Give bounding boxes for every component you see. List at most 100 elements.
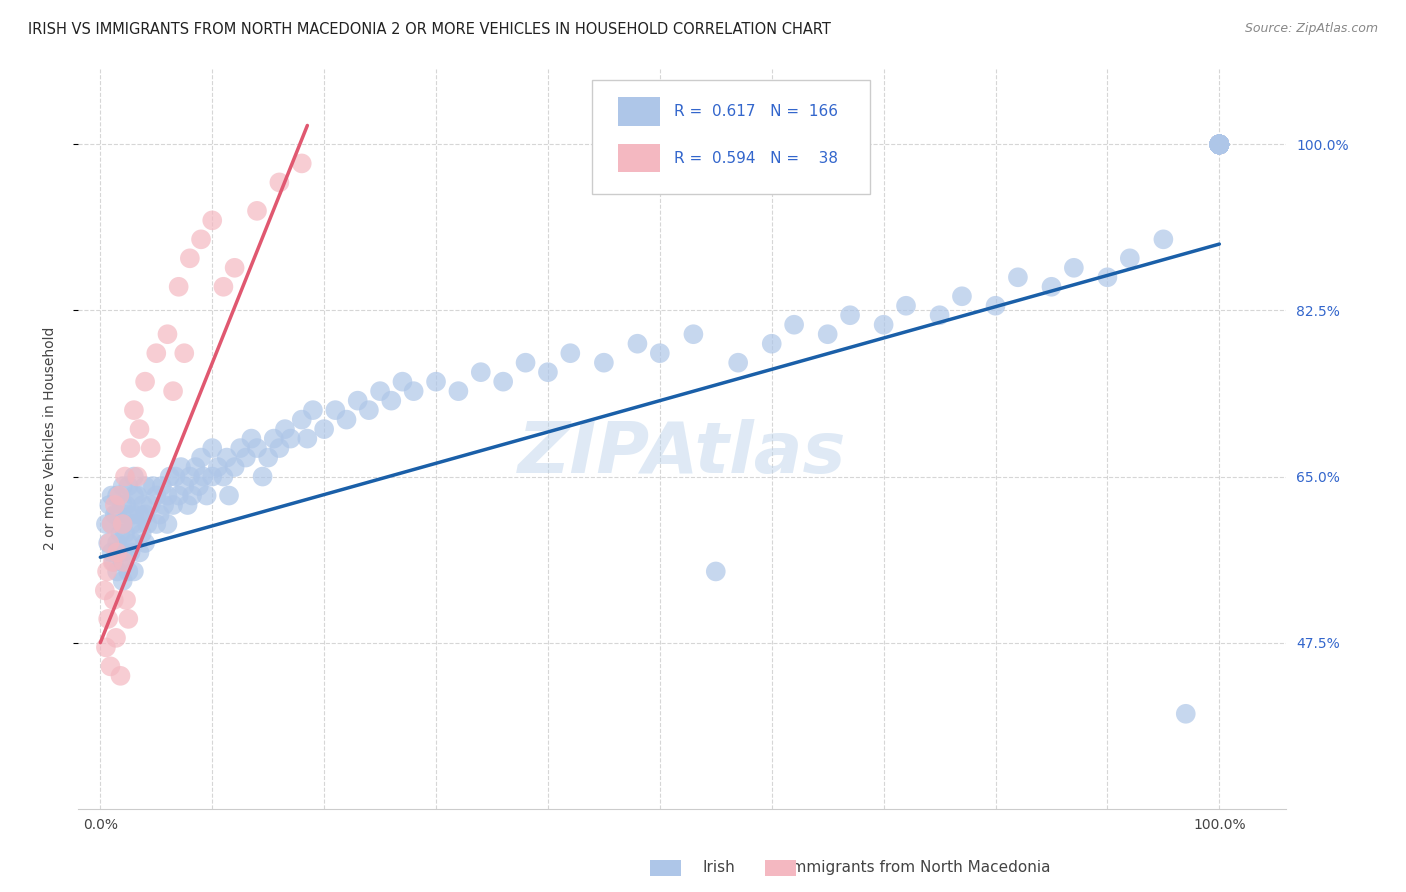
Point [1208,137,1230,152]
Point [1208,137,1230,152]
Point [1208,137,1230,152]
Point [114,526,136,541]
Point [1208,137,1230,152]
Point [1208,137,1230,152]
FancyBboxPatch shape [619,97,661,126]
Point [110,526,132,541]
Point [187,479,209,493]
Point [117,479,139,493]
Text: Immigrants from North Macedonia: Immigrants from North Macedonia [787,861,1050,875]
Point [1097,270,1119,285]
Point [159,469,181,483]
Point [240,432,263,446]
Point [274,422,297,436]
Point [783,318,806,332]
Point [94,583,117,598]
Point [335,412,357,426]
Point [1208,137,1230,152]
Point [560,346,582,360]
Point [682,327,704,342]
Point [97,612,120,626]
Point [1152,232,1174,246]
Point [229,441,252,455]
Point [215,450,238,465]
Point [402,384,425,399]
Point [1208,137,1230,152]
Point [537,365,560,379]
Point [162,498,184,512]
Point [125,516,148,531]
Point [145,489,167,503]
Point [128,545,150,559]
Point [291,412,314,426]
Point [447,384,470,399]
Point [122,469,145,483]
Point [167,279,190,293]
Point [193,469,215,483]
Point [108,489,131,503]
Point [117,536,139,550]
Point [1208,137,1230,152]
Point [515,356,537,370]
Point [156,489,179,503]
Point [1208,137,1230,152]
Point [212,469,235,483]
Point [105,536,128,550]
Y-axis label: 2 or more Vehicles in Household: 2 or more Vehicles in Household [44,326,58,550]
Point [120,545,142,559]
Point [122,508,145,522]
Point [201,441,224,455]
Point [761,336,783,351]
Point [269,175,291,189]
Point [1208,137,1230,152]
Point [246,441,269,455]
Point [115,593,138,607]
Point [224,460,246,475]
Point [184,460,207,475]
Point [1208,137,1230,152]
Text: Irish: Irish [703,861,735,875]
Point [839,308,862,322]
Point [94,516,117,531]
Point [297,432,319,446]
Point [111,479,134,493]
Point [97,536,120,550]
Point [207,460,229,475]
Point [122,489,145,503]
Point [425,375,447,389]
Point [1208,137,1230,152]
Point [1208,137,1230,152]
Point [302,403,325,417]
Point [894,299,917,313]
Point [128,422,150,436]
Point [114,469,136,483]
Point [120,441,142,455]
Point [1040,279,1063,293]
Point [246,203,269,218]
Point [368,384,391,399]
Point [1208,137,1230,152]
Point [201,213,224,227]
Point [1007,270,1029,285]
Point [117,508,139,522]
Point [128,508,150,522]
Text: ZIPAtlas: ZIPAtlas [517,419,846,488]
Point [1208,137,1230,152]
Point [181,489,204,503]
Point [98,498,121,512]
Point [1208,137,1230,152]
Point [1119,252,1142,266]
Point [162,384,184,399]
Point [100,516,122,531]
Point [105,508,128,522]
FancyBboxPatch shape [619,144,661,172]
Point [280,432,302,446]
Point [110,669,132,683]
Point [134,508,156,522]
Point [1208,137,1230,152]
Point [1208,137,1230,152]
Point [1208,137,1230,152]
Point [1063,260,1085,275]
Point [380,393,402,408]
Point [195,489,218,503]
